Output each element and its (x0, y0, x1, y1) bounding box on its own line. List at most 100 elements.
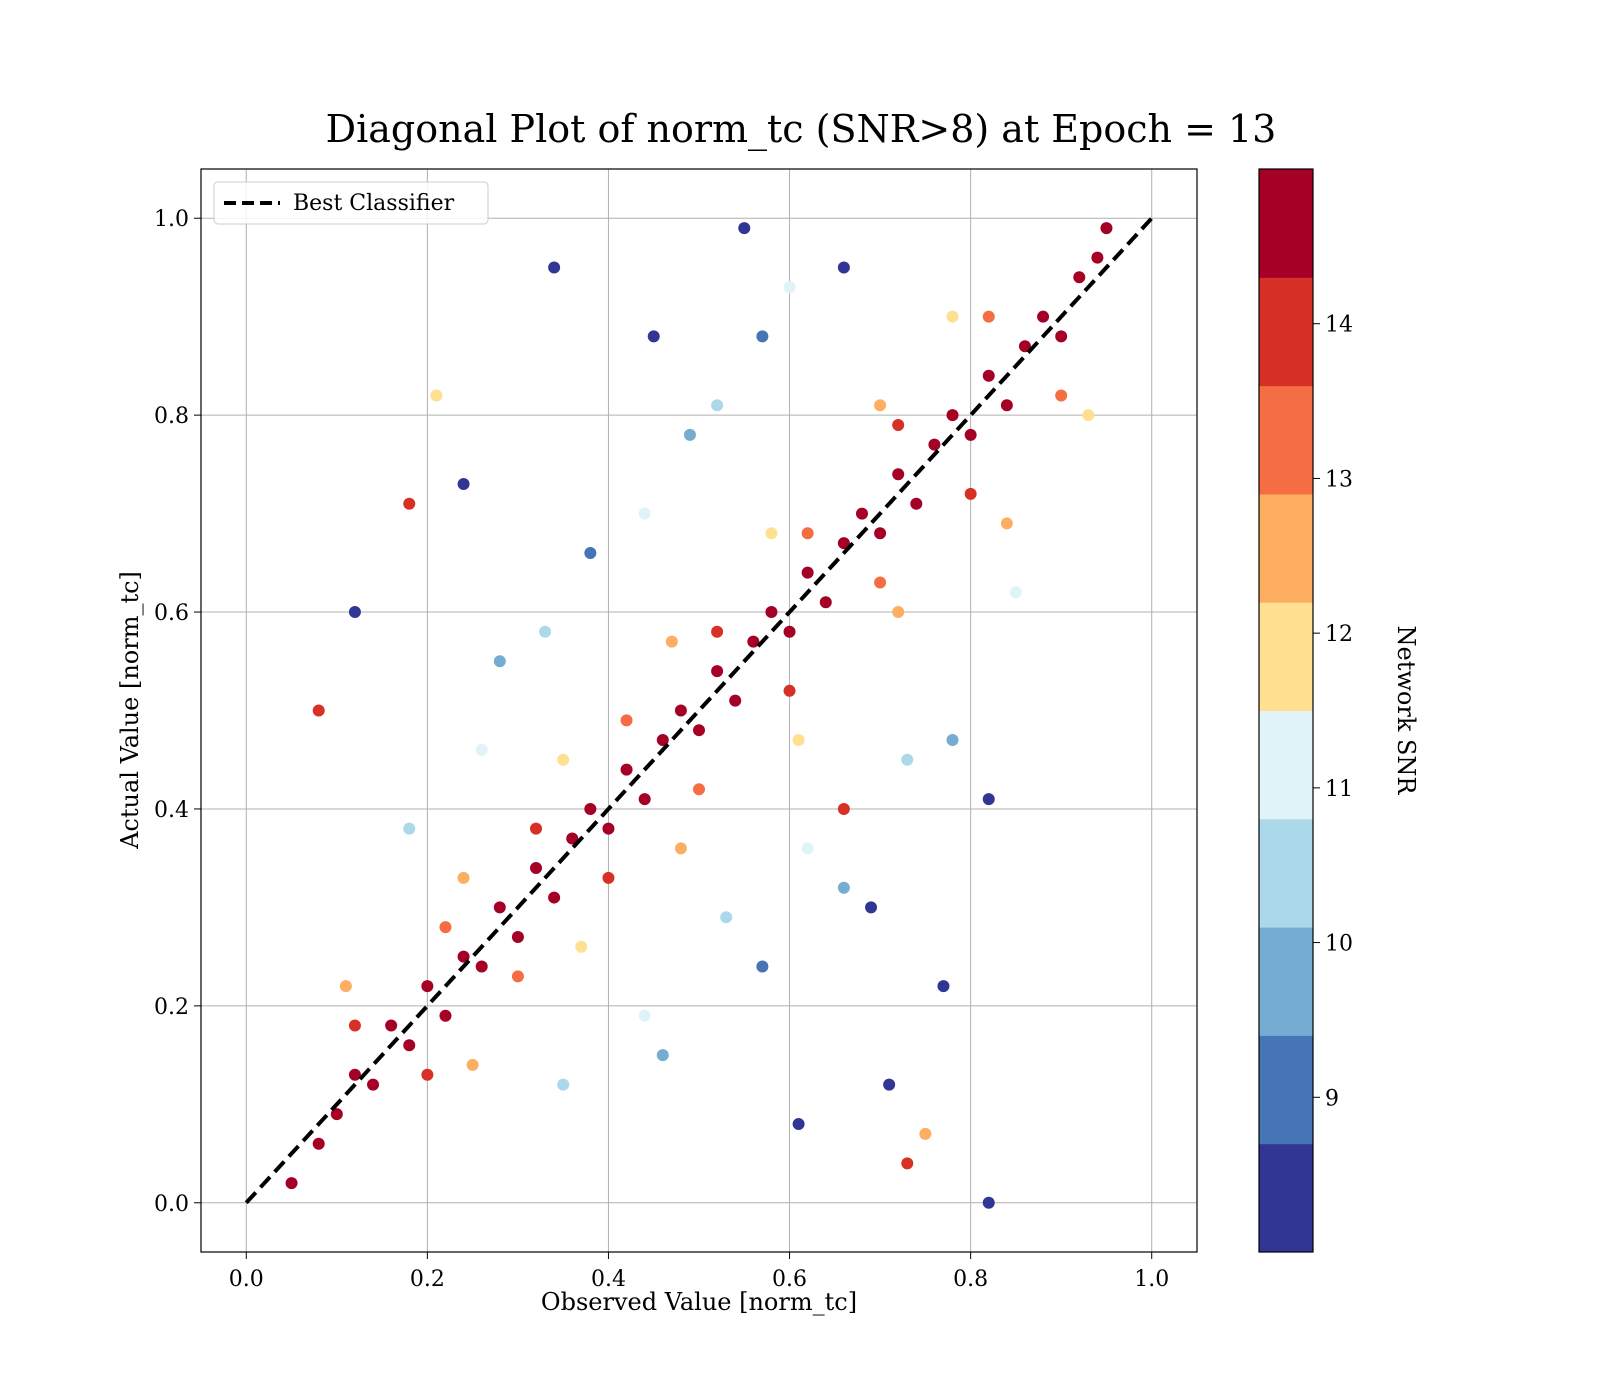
y-axis-ticks: 0.0 0.2 0.4 0.6 0.8 1.0 (154, 207, 201, 1217)
scatter-point (783, 625, 796, 638)
scatter-point (982, 1196, 995, 1209)
scatter-point (584, 802, 597, 815)
scatter-point (312, 704, 325, 717)
colorbar-segment (1259, 1035, 1313, 1145)
scatter-point (1055, 330, 1068, 343)
scatter-point (548, 261, 561, 274)
scatter-point (982, 310, 995, 323)
colorbar-tick-label: 10 (1325, 932, 1353, 957)
scatter-point (910, 497, 923, 510)
scatter-point (557, 753, 570, 766)
scatter-point (837, 261, 850, 274)
colorbar-ticks: 9 10 11 12 13 14 (1313, 313, 1353, 1111)
scatter-point (439, 1009, 452, 1022)
scatter-point (756, 330, 769, 343)
scatter-point (756, 960, 769, 973)
colorbar-label: Network SNR (1392, 626, 1420, 796)
scatter-point (711, 665, 724, 678)
scatter-point (674, 704, 687, 717)
scatter-point (638, 1009, 651, 1022)
y-tick-label: 0.0 (154, 1192, 189, 1217)
scatter-point (656, 734, 669, 747)
scatter-point (367, 1078, 380, 1091)
scatter-point (548, 891, 561, 904)
scatter-point (439, 921, 452, 934)
scatter-point (330, 1108, 343, 1121)
colorbar-segment (1259, 1143, 1313, 1253)
scatter-point (1100, 222, 1113, 235)
x-tick-label: 0.6 (772, 1267, 807, 1292)
scatter-point (403, 822, 416, 835)
colorbar (1259, 169, 1313, 1253)
scatter-point (892, 418, 905, 431)
colorbar-segment (1259, 385, 1313, 495)
colorbar-tick-label: 14 (1325, 313, 1353, 338)
scatter-points (285, 222, 1113, 1209)
scatter-point (1000, 517, 1013, 530)
scatter-point (475, 743, 488, 756)
scatter-point (837, 881, 850, 894)
scatter-point (457, 871, 470, 884)
scatter-point (511, 970, 524, 983)
scatter-point (837, 802, 850, 815)
scatter-point (430, 389, 443, 402)
scatter-point (901, 1157, 914, 1170)
scatter-point (403, 1039, 416, 1052)
scatter-point (602, 871, 615, 884)
scatter-point (783, 281, 796, 294)
scatter-point (1018, 340, 1031, 353)
colorbar-segment (1259, 818, 1313, 928)
scatter-point (566, 832, 579, 845)
colorbar-frame (1258, 168, 1314, 1253)
scatter-point (539, 625, 552, 638)
scatter-point (711, 399, 724, 412)
scatter-point (892, 468, 905, 481)
scatter-point (339, 980, 352, 993)
colorbar-segment (1259, 602, 1313, 711)
scatter-point (837, 537, 850, 550)
y-tick-label: 0.8 (154, 404, 189, 429)
colorbar-segment (1259, 169, 1313, 278)
scatter-point (557, 1078, 570, 1091)
scatter-point (348, 1019, 361, 1032)
x-tick-label: 0.8 (953, 1267, 988, 1292)
scatter-point (919, 1127, 932, 1140)
scatter-point (928, 438, 941, 451)
x-tick-label: 0.2 (410, 1267, 445, 1292)
scatter-point (964, 487, 977, 500)
scatter-point (674, 842, 687, 855)
scatter-point (665, 635, 678, 648)
x-axis-ticks: 0.0 0.2 0.4 0.6 0.8 1.0 (229, 1252, 1169, 1292)
scatter-point (493, 655, 506, 668)
scatter-point (711, 625, 724, 638)
best-classifier-line (244, 216, 1154, 1205)
scatter-point (720, 911, 733, 924)
scatter-point (620, 714, 633, 727)
colorbar-segment (1259, 927, 1313, 1036)
colorbar-segment (1259, 710, 1313, 820)
scatter-point (475, 960, 488, 973)
scatter-point (819, 596, 832, 609)
x-axis-label: Observed Value [norm_tc] (541, 1288, 857, 1316)
scatter-point (1037, 310, 1050, 323)
scatter-point (638, 793, 651, 806)
scatter-point (855, 507, 868, 520)
scatter-point (421, 980, 434, 993)
scatter-point (892, 606, 905, 619)
scatter-point (530, 862, 543, 875)
scatter-point (1055, 389, 1068, 402)
x-tick-label: 0.4 (591, 1267, 626, 1292)
scatter-point (946, 409, 959, 422)
scatter-point (421, 1068, 434, 1081)
legend-box (213, 181, 489, 225)
scatter-point (729, 694, 742, 707)
colorbar-tick-label: 13 (1325, 467, 1353, 492)
scatter-point (403, 497, 416, 510)
scatter-point (584, 546, 597, 559)
y-axis-label: Actual Value [norm_tc] (116, 571, 144, 850)
scatter-point (348, 606, 361, 619)
scatter-point (901, 753, 914, 766)
scatter-point (765, 527, 778, 540)
y-tick-label: 0.6 (154, 601, 189, 626)
